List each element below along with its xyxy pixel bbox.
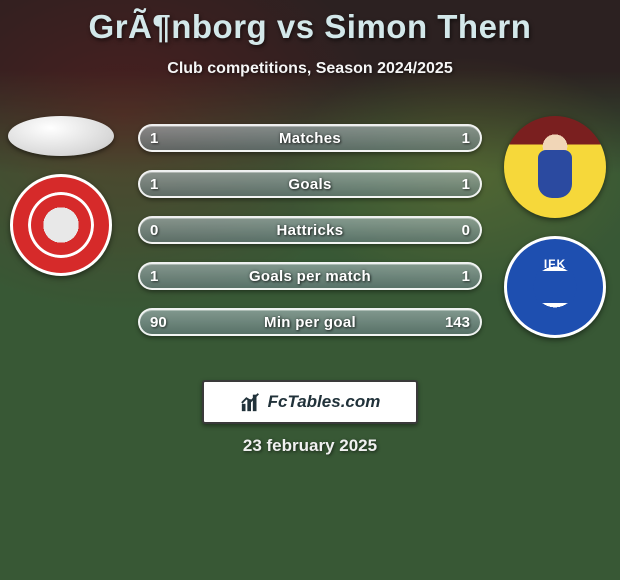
infographic-root: GrÃ¶nborg vs Simon Thern Club competitio… [0, 0, 620, 580]
bars-icon [240, 391, 262, 413]
stat-row: 90 Min per goal 143 [138, 308, 482, 336]
watermark-text: FcTables.com [268, 392, 381, 412]
page-subtitle: Club competitions, Season 2024/2025 [0, 60, 620, 78]
page-title: GrÃ¶nborg vs Simon Thern [0, 0, 620, 46]
stat-row: 1 Matches 1 [138, 124, 482, 152]
stat-row: 1 Goals per match 1 [138, 262, 482, 290]
stat-left-value: 1 [150, 172, 158, 196]
right-player-column: IFK [500, 116, 610, 338]
right-crest-label: IFK [507, 257, 603, 271]
stat-label: Hattricks [277, 222, 344, 239]
stat-left-value: 90 [150, 310, 167, 334]
left-player-column [6, 116, 116, 276]
stat-label: Goals per match [249, 268, 371, 285]
stat-label: Matches [279, 130, 341, 147]
watermark-badge: FcTables.com [202, 380, 418, 424]
stat-right-value: 143 [445, 310, 470, 334]
stat-row: 1 Goals 1 [138, 170, 482, 198]
stats-container: 1 Matches 1 1 Goals 1 0 Hattricks 0 1 Goals per ma… [138, 124, 482, 354]
stat-left-value: 1 [150, 126, 158, 150]
right-player-portrait [504, 116, 606, 218]
stat-label: Min per goal [264, 314, 356, 331]
stat-row: 0 Hattricks 0 [138, 216, 482, 244]
stat-right-value: 1 [462, 264, 470, 288]
stat-right-value: 0 [462, 218, 470, 242]
left-club-crest [10, 174, 112, 276]
stat-left-value: 0 [150, 218, 158, 242]
stat-left-value: 1 [150, 264, 158, 288]
stat-right-value: 1 [462, 126, 470, 150]
left-player-silhouette [8, 116, 114, 156]
footer-date: 23 february 2025 [0, 436, 620, 456]
stat-label: Goals [288, 176, 331, 193]
stat-right-value: 1 [462, 172, 470, 196]
right-club-crest: IFK [504, 236, 606, 338]
